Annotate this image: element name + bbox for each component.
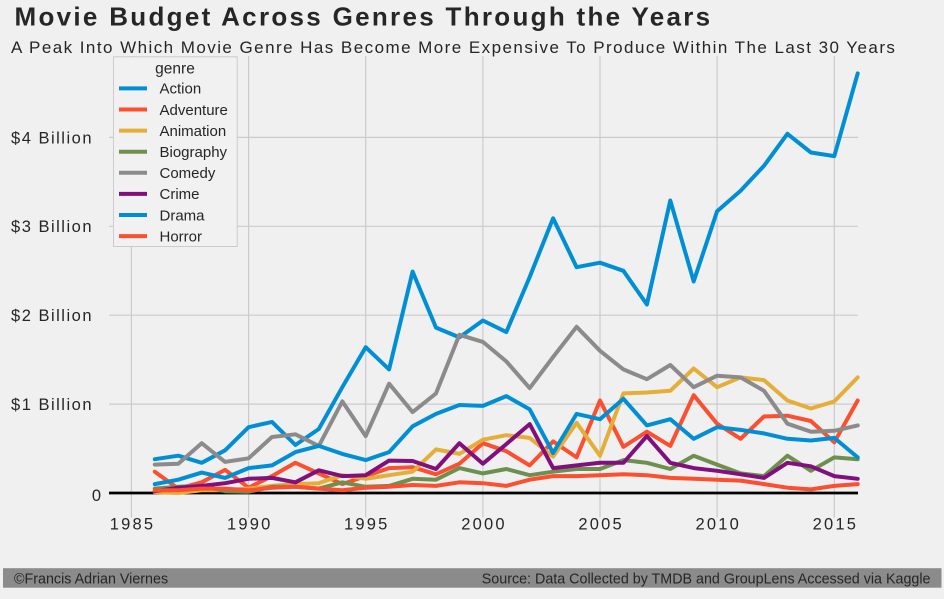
svg-text:$3 Billion: $3 Billion (11, 218, 93, 236)
svg-text:1990: 1990 (227, 516, 273, 534)
svg-text:$2 Billion: $2 Billion (11, 307, 93, 325)
svg-text:2000: 2000 (461, 516, 507, 534)
svg-text:Source: Data Collected by TMDB: Source: Data Collected by TMDB and Group… (482, 571, 931, 587)
svg-text:Comedy: Comedy (160, 165, 216, 182)
svg-text:Horror: Horror (160, 228, 203, 245)
svg-text:Drama: Drama (160, 207, 206, 224)
svg-text:©Francis Adrian Viernes: ©Francis Adrian Viernes (14, 571, 168, 587)
svg-text:Adventure: Adventure (160, 102, 228, 119)
svg-text:Action: Action (160, 81, 202, 98)
svg-text:Crime: Crime (160, 186, 200, 203)
svg-text:A Peak Into Which Movie Genre: A Peak Into Which Movie Genre Has Become… (11, 38, 896, 57)
svg-text:1995: 1995 (344, 516, 390, 534)
svg-text:$4 Billion: $4 Billion (11, 129, 93, 147)
svg-text:0: 0 (92, 487, 101, 505)
svg-text:Movie Budget Across Genres Thr: Movie Budget Across Genres Through the Y… (15, 2, 713, 32)
svg-text:Animation: Animation (160, 123, 227, 140)
svg-text:$1 Billion: $1 Billion (11, 396, 93, 414)
svg-text:Biography: Biography (160, 144, 228, 161)
svg-text:genre: genre (155, 61, 195, 78)
svg-text:2010: 2010 (695, 516, 741, 534)
svg-text:2015: 2015 (813, 516, 859, 534)
svg-text:1985: 1985 (110, 516, 156, 534)
svg-text:2005: 2005 (578, 516, 624, 534)
